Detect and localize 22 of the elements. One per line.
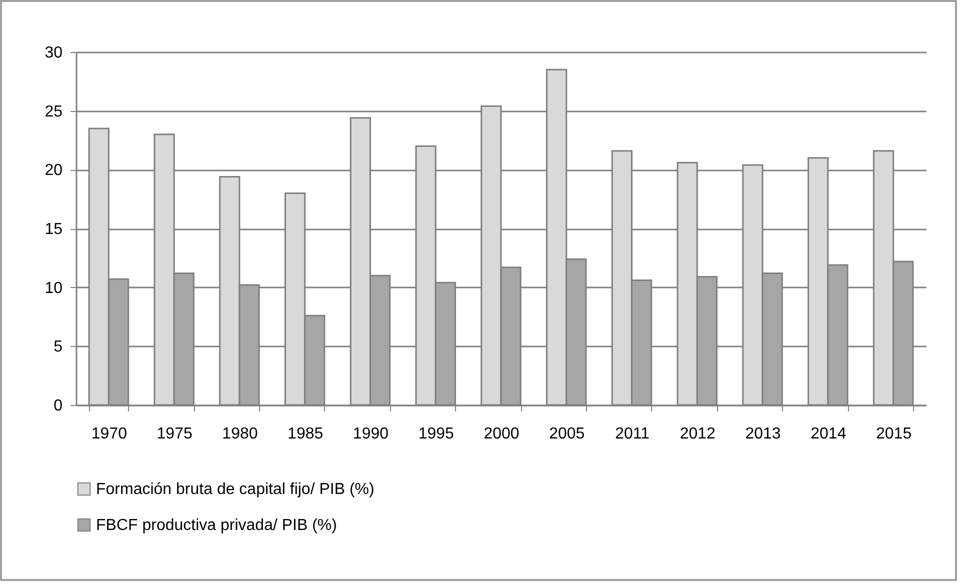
x-tick-label: 1985: [288, 426, 324, 442]
y-tick-label: 0: [54, 398, 63, 414]
y-tick-label: 30: [44, 44, 63, 62]
x-tick-label: 1995: [418, 426, 454, 442]
x-tick-label: 1980: [222, 426, 258, 442]
x-tick-label: 2012: [680, 426, 716, 442]
y-tick-label: 20: [44, 162, 63, 180]
x-tick-label: 2005: [549, 426, 585, 442]
y-tick-label: 5: [54, 338, 63, 356]
y-tick-label: 15: [44, 221, 63, 238]
legend-label: Formación bruta de capital fijo/ PIB (%): [96, 481, 374, 498]
legend-label: FBCF productiva privada/ PIB (%): [96, 517, 337, 534]
x-tick-label: 2014: [810, 426, 846, 442]
x-tick-label: 2013: [745, 426, 781, 442]
x-tick-label: 2011: [615, 426, 650, 442]
y-tick-label: 10: [44, 280, 63, 297]
x-tick-label: 1970: [91, 426, 128, 442]
x-tick-label: 2015: [876, 426, 912, 442]
x-tick-label: 1975: [156, 426, 192, 442]
x-tick-label: 1990: [352, 426, 389, 442]
x-tick-label: 2000: [484, 426, 520, 442]
y-tick-label: 25: [44, 103, 63, 120]
